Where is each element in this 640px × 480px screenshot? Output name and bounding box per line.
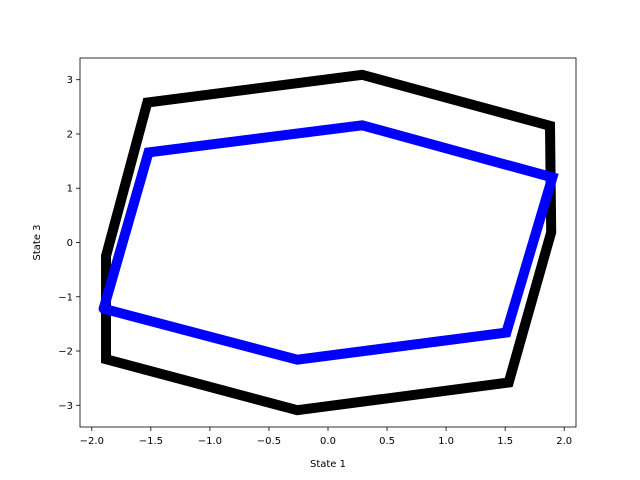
x-tick-label: −0.5: [257, 436, 281, 447]
series-layer: [98, 69, 559, 416]
x-tick-label: −2.0: [80, 436, 104, 447]
y-tick-label: −3: [58, 401, 73, 412]
plot-area: [80, 58, 576, 427]
x-axis-ticks: −2.0 −1.5 −1.0 −0.5 0.0 0.5 1.0 1.5 2.0: [80, 427, 572, 447]
y-tick-label: 0: [67, 238, 73, 249]
series-line-2: [98, 120, 559, 365]
x-tick-label: 2.0: [556, 436, 572, 447]
y-tick-label: −1: [58, 292, 73, 303]
y-tick-label: 3: [67, 75, 73, 86]
y-tick-label: −2: [58, 347, 73, 358]
x-tick-label: 1.0: [438, 436, 454, 447]
x-axis-label: State 1: [310, 459, 346, 470]
y-axis-label: State 3: [32, 224, 43, 260]
x-tick-label: 0.0: [320, 436, 336, 447]
x-tick-label: 0.5: [379, 436, 395, 447]
y-axis-ticks: −3 −2 −1 0 1 2 3: [58, 75, 80, 412]
x-tick-label: −1.5: [139, 436, 163, 447]
x-tick-label: −1.0: [198, 436, 222, 447]
y-tick-label: 2: [67, 129, 73, 140]
y-tick-label: 1: [67, 184, 73, 195]
x-tick-label: 1.5: [497, 436, 513, 447]
series-line-1: [101, 69, 557, 416]
